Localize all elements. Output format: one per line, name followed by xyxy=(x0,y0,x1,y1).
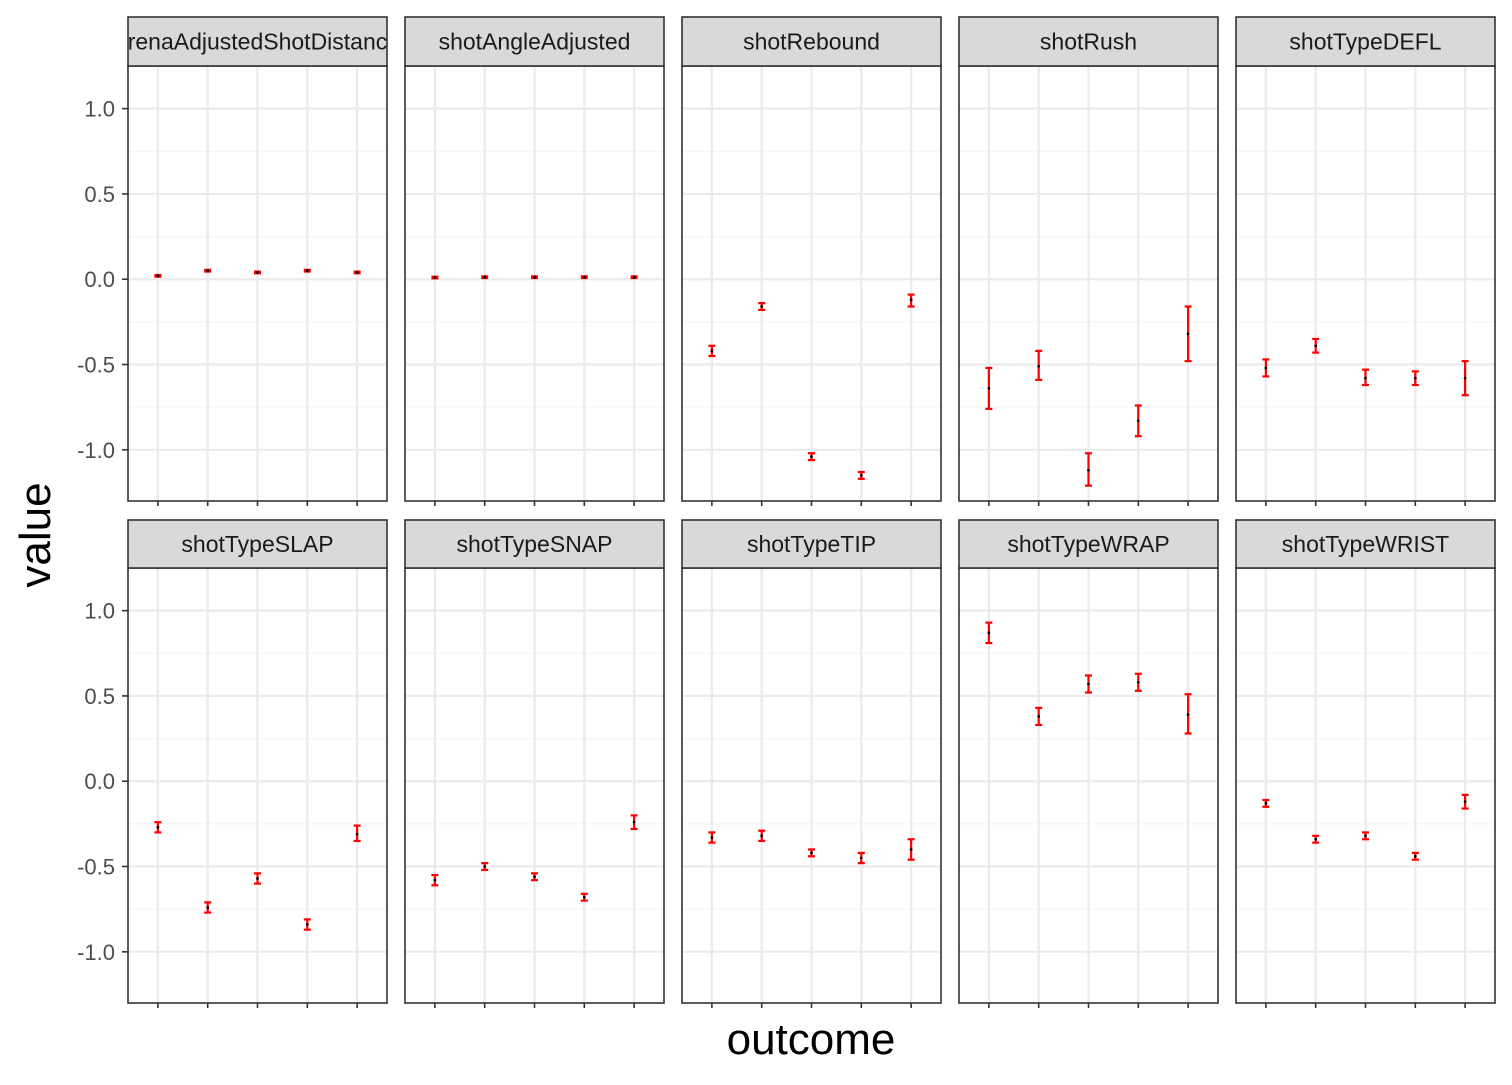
data-point xyxy=(1314,344,1318,348)
data-point xyxy=(987,387,991,390)
facet-strip-label: shotRush xyxy=(1040,29,1137,55)
data-point xyxy=(1364,376,1367,380)
facet-strip xyxy=(1235,519,1496,569)
panel-data xyxy=(1262,337,1469,397)
data-point xyxy=(156,274,160,278)
data-point xyxy=(533,275,536,279)
panel-data xyxy=(708,293,915,480)
data-point xyxy=(632,820,636,824)
facet-strip xyxy=(127,16,388,67)
data-point xyxy=(1037,364,1041,368)
data-point xyxy=(1463,376,1467,380)
y-tick-label: 1.0 xyxy=(84,599,115,624)
data-point xyxy=(1037,715,1041,718)
data-point xyxy=(533,875,536,879)
data-point xyxy=(305,923,309,926)
facet-strip xyxy=(404,519,665,569)
x-axis-title: outcome xyxy=(727,1015,896,1064)
grid-layer xyxy=(128,66,1495,1003)
data-point xyxy=(483,275,487,279)
facet-strip xyxy=(1235,16,1496,67)
data-point xyxy=(1463,800,1467,804)
data-point xyxy=(1314,837,1318,841)
panel-data xyxy=(708,829,915,865)
data-point xyxy=(1413,376,1417,380)
facet-strip-label: arenaAdjustedShotDistance xyxy=(115,29,400,55)
data-point xyxy=(760,305,764,308)
data-point xyxy=(810,455,813,459)
data-point xyxy=(1413,854,1417,858)
facet-strip-label: shotTypeSNAP xyxy=(457,531,613,557)
facet-strip-label: shotAngleAdjusted xyxy=(439,29,631,55)
data-point xyxy=(355,832,359,836)
y-tick-label: 0.0 xyxy=(84,267,115,292)
data-point xyxy=(987,631,991,635)
data-point xyxy=(206,906,210,909)
data-point xyxy=(256,877,259,880)
data-point xyxy=(1136,419,1140,423)
facet-strip xyxy=(127,519,388,569)
panel-data xyxy=(1262,793,1469,861)
data-point xyxy=(483,865,487,868)
data-point xyxy=(1087,468,1090,472)
axis-layer: 1.0 0.5 0.0 -0.5 -1.0 1.0 0.5 0.0 -0.5 -1.0 xyxy=(77,97,1466,1008)
panel-data xyxy=(985,305,1192,487)
facet-strip xyxy=(958,16,1219,67)
data-point xyxy=(1264,366,1268,370)
facet-strip-label: shotTypeWRAP xyxy=(1007,531,1169,557)
facet-strip xyxy=(681,16,942,67)
data-point xyxy=(433,878,437,882)
data-point xyxy=(810,851,813,855)
y-tick-label: 0.0 xyxy=(84,769,115,794)
panel-data xyxy=(431,814,638,902)
data-point xyxy=(355,271,359,274)
data-point xyxy=(305,269,309,273)
data-point xyxy=(632,275,636,279)
data-point xyxy=(710,836,714,839)
data-point xyxy=(859,474,863,477)
data-point xyxy=(1264,802,1268,805)
data-point xyxy=(1364,834,1367,838)
data-point xyxy=(256,271,259,274)
panel-data xyxy=(985,621,1192,735)
facet-strip-label: shotTypeWRIST xyxy=(1282,531,1449,557)
y-tick-label: -0.5 xyxy=(77,855,115,880)
data-point xyxy=(760,834,764,838)
data-point xyxy=(1136,680,1140,684)
panel-data xyxy=(431,275,638,280)
facet-strip-label: shotTypeSLAP xyxy=(181,531,333,557)
data-point xyxy=(582,895,586,899)
data-point xyxy=(1186,713,1190,717)
panel-data xyxy=(154,268,361,278)
data-point xyxy=(859,856,863,860)
y-tick-label: 0.5 xyxy=(84,182,115,207)
y-tick-label: -1.0 xyxy=(77,438,115,463)
facet-strip xyxy=(681,519,942,569)
data-point xyxy=(710,349,714,353)
data-point xyxy=(156,825,160,829)
facet-strip xyxy=(404,16,665,67)
data-point xyxy=(909,298,913,302)
y-tick-label: 0.5 xyxy=(84,684,115,709)
facet-strip xyxy=(958,519,1219,569)
y-tick-label: -0.5 xyxy=(77,353,115,378)
data-point xyxy=(1186,332,1190,336)
data-point xyxy=(1087,682,1090,686)
panel-data xyxy=(154,821,361,931)
facet-strip-label: shotTypeDEFL xyxy=(1289,29,1441,55)
facet-strip-label: shotRebound xyxy=(743,29,880,55)
data-point xyxy=(909,848,913,851)
facet-strip-label: shotTypeTIP xyxy=(747,531,876,557)
data-point xyxy=(582,275,586,279)
data-point xyxy=(433,276,437,279)
data-layer xyxy=(154,268,1469,931)
y-axis-title: value xyxy=(11,482,60,587)
y-tick-label: 1.0 xyxy=(84,97,115,122)
data-point xyxy=(206,269,210,273)
y-tick-label: -1.0 xyxy=(77,940,115,965)
